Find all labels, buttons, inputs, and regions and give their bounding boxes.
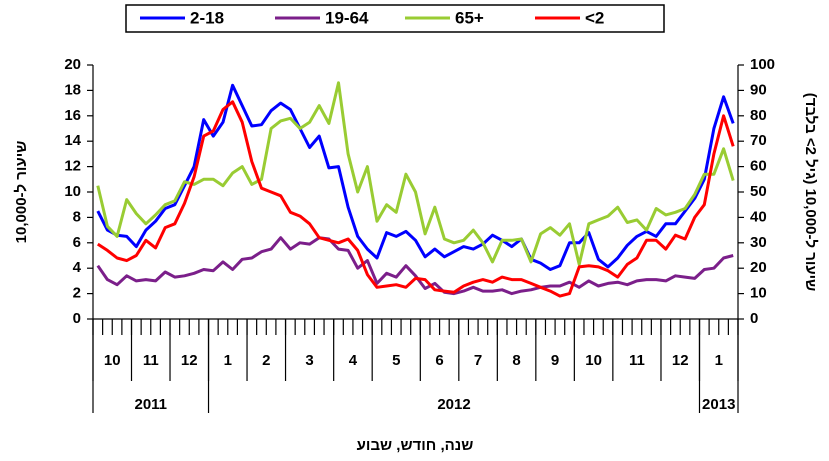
month-label: 1	[715, 352, 723, 369]
month-label: 2	[262, 352, 270, 369]
legend-box	[125, 4, 665, 33]
y2-tick-label: 60	[750, 158, 767, 175]
month-label: 6	[435, 352, 443, 369]
series-line	[96, 83, 735, 271]
month-label: 11	[143, 352, 159, 369]
y-axis-title: שיעור ל-10,000	[13, 141, 30, 244]
y2-axis-title: שיעור ל-10,000 (גיל 2> בלבד)	[802, 93, 819, 292]
series-line	[96, 100, 735, 298]
month-label: 10	[585, 352, 602, 369]
month-label: 12	[672, 352, 689, 369]
y-tick-label: 8	[73, 208, 81, 225]
month-label: 10	[104, 352, 121, 369]
y2-tick-label: 10	[750, 285, 767, 302]
year-label: 2013	[702, 396, 735, 413]
y2-tick-label: 50	[750, 183, 767, 200]
month-label: 3	[305, 352, 313, 369]
y2-tick-label: 80	[750, 107, 767, 124]
y-tick-label: 20	[64, 56, 81, 73]
month-label: 4	[349, 352, 358, 369]
y-tick-label: 10	[64, 183, 81, 200]
y2-tick-label: 40	[750, 208, 767, 225]
y2-tick-label: 20	[750, 259, 767, 276]
y-tick-label: 4	[73, 259, 82, 276]
year-label: 2012	[437, 396, 470, 413]
legend-label: 65+	[455, 8, 484, 27]
legend-label: <2	[585, 8, 604, 27]
y-tick-label: 6	[73, 234, 81, 251]
y-tick-label: 12	[64, 158, 81, 175]
y2-tick-label: 70	[750, 132, 767, 149]
series-line	[96, 236, 734, 296]
series-line	[96, 81, 735, 266]
y2-tick-label: 100	[750, 56, 775, 73]
month-label: 5	[392, 352, 400, 369]
y-tick-label: 18	[64, 81, 81, 98]
y2-tick-label: 30	[750, 234, 767, 251]
y-tick-label: 14	[64, 132, 81, 149]
month-label: 7	[474, 352, 482, 369]
month-label: 12	[181, 352, 198, 369]
y-tick-label: 2	[73, 285, 81, 302]
legend-label: 19-64	[325, 8, 369, 27]
month-label: 8	[512, 352, 520, 369]
y2-tick-label: 0	[750, 310, 758, 327]
legend-label: 2-18	[190, 8, 224, 27]
year-label: 2011	[134, 396, 167, 413]
y-tick-label: 0	[73, 310, 81, 327]
x-axis-title: שנה, חודש, שבוע	[357, 437, 474, 454]
month-label: 9	[551, 352, 559, 369]
y-tick-label: 16	[64, 107, 81, 124]
month-label: 11	[629, 352, 645, 369]
y2-tick-label: 90	[750, 81, 767, 98]
month-label: 1	[224, 352, 232, 369]
